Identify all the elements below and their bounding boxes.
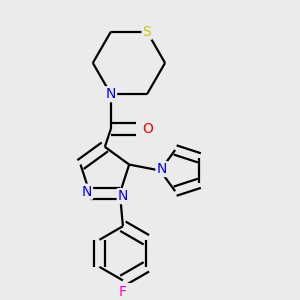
Text: S: S <box>142 25 152 39</box>
Text: N: N <box>106 87 116 101</box>
Text: N: N <box>118 189 128 203</box>
Text: O: O <box>142 122 153 136</box>
Text: N: N <box>157 162 167 176</box>
Text: N: N <box>82 184 92 199</box>
Text: F: F <box>119 285 127 299</box>
